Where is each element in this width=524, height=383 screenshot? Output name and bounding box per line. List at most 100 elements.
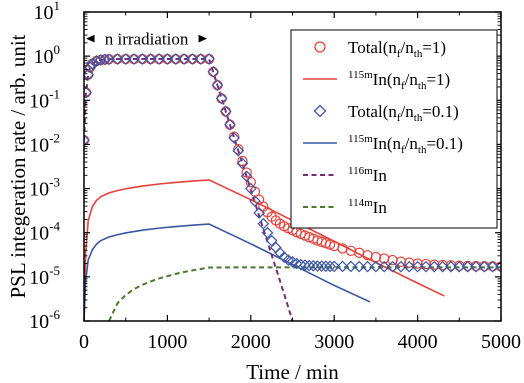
series-2-point xyxy=(84,68,95,81)
series-2-point xyxy=(320,260,332,273)
legend-part: /n xyxy=(405,70,419,89)
y-tick-exponent: -6 xyxy=(49,307,60,322)
legend-label-2: Total(nf/nth=0.1) xyxy=(348,102,459,124)
series-line-3 xyxy=(84,223,371,321)
series-2-point xyxy=(186,53,199,65)
y-tick-exponent: -5 xyxy=(49,263,60,278)
series-2-point xyxy=(84,86,92,99)
series-0-point xyxy=(241,167,252,178)
legend: Total(nf/nth=1)115mIn(nf/nth=1)Total(nf/… xyxy=(290,29,498,229)
series-2-point xyxy=(232,144,245,157)
series-2-point xyxy=(290,257,303,270)
series-0-point xyxy=(228,131,240,142)
legend-part: =1) xyxy=(422,38,446,57)
series-2-point xyxy=(324,260,336,273)
y-tick-label: 10-2 xyxy=(29,130,60,156)
y-tick-exponent: 0 xyxy=(54,42,61,57)
legend-label-5: 114mIn xyxy=(348,197,387,217)
y-tick-label: 10-6 xyxy=(29,307,60,333)
series-2-point xyxy=(224,118,236,131)
series-2-point xyxy=(336,260,349,273)
legend-part: In(n xyxy=(373,70,402,89)
x-tick-label: 1000 xyxy=(147,331,187,353)
series-2-point xyxy=(307,259,320,272)
series-2-point xyxy=(294,258,307,271)
y-tick-base: 10 xyxy=(34,46,54,68)
series-2-point xyxy=(194,53,207,65)
series-2-point xyxy=(211,79,224,92)
series-2-point xyxy=(303,259,316,272)
series-0-point xyxy=(420,258,432,270)
y-tick-exponent: -2 xyxy=(49,130,60,145)
series-2-point xyxy=(361,260,374,273)
series-2-point xyxy=(445,260,457,273)
legend-part: In xyxy=(373,198,388,217)
y-tick-base: 10 xyxy=(29,223,49,245)
series-0-point xyxy=(324,239,336,250)
series-2-point xyxy=(111,53,124,65)
legend-part: Total(n xyxy=(348,102,397,121)
legend-part: /n xyxy=(401,38,415,57)
series-2-point xyxy=(215,92,228,105)
legend-part: 114m xyxy=(348,197,373,209)
legend-part: =0.1) xyxy=(426,134,463,153)
legend-part: In(n xyxy=(373,134,402,153)
series-2-point xyxy=(403,260,416,273)
series-0-point xyxy=(412,258,423,269)
legend-label-1: 115mIn(nf/nth=1) xyxy=(348,69,450,92)
series-2-point xyxy=(353,260,366,273)
series-2-point xyxy=(478,260,491,273)
series-2-point xyxy=(249,195,261,207)
series-line-1 xyxy=(84,179,445,321)
legend-part: th xyxy=(414,48,423,60)
series-2-point xyxy=(253,207,265,219)
annotation-background xyxy=(94,28,199,49)
series-2-point xyxy=(395,260,407,273)
x-tick-label: 5000 xyxy=(481,331,521,353)
legend-part: f xyxy=(397,112,401,124)
y-tick-label: 10-5 xyxy=(29,263,60,289)
legend-part: =1) xyxy=(426,70,450,89)
legend-part: f xyxy=(401,80,405,92)
series-2-point xyxy=(203,53,215,65)
legend-part: In xyxy=(373,166,388,185)
series-2-point xyxy=(99,53,111,66)
legend-label-3: 115mIn(nf/nth=0.1) xyxy=(348,133,463,156)
series-2-point xyxy=(261,226,274,239)
series-2-point xyxy=(94,54,107,66)
series-0-point xyxy=(379,253,390,264)
series-2-point xyxy=(169,53,182,65)
series-2-point xyxy=(436,260,449,273)
series-0-point xyxy=(387,254,398,266)
legend-part: /n xyxy=(401,102,415,121)
y-axis-title: PSL integeration rate / arb. unit xyxy=(6,34,30,298)
series-2-point xyxy=(219,105,232,118)
annotation-label: n irradiation xyxy=(105,30,189,49)
series-2-point xyxy=(144,53,157,65)
legend-part: 115m xyxy=(348,69,373,81)
legend-part: /n xyxy=(405,134,419,153)
legend-part: Total(n xyxy=(348,38,397,57)
series-2-point xyxy=(257,217,270,230)
series-2-point xyxy=(453,260,466,273)
x-tick-label: 2000 xyxy=(231,331,271,353)
legend-box xyxy=(290,29,498,229)
series-2-point xyxy=(486,260,499,273)
y-tick-exponent: -1 xyxy=(49,86,60,101)
y-tick-label: 100 xyxy=(34,42,61,68)
ticks-layer: 0 1000 2000 3000 4000 500010-610-510-410-310-… xyxy=(29,0,521,353)
series-2-point xyxy=(84,134,90,146)
arrow-head-right xyxy=(197,34,208,44)
series-2-point xyxy=(386,260,399,273)
legend-symbol-diamond xyxy=(313,104,327,118)
series-2-point xyxy=(345,260,357,273)
series-2-point xyxy=(86,57,99,70)
series-layer xyxy=(84,53,501,321)
y-tick-base: 10 xyxy=(29,134,49,156)
series-2-point xyxy=(236,157,249,170)
legend-part: th xyxy=(418,144,427,156)
y-tick-base: 10 xyxy=(29,179,49,201)
legend-symbol-circle xyxy=(314,41,326,53)
series-2-point xyxy=(411,260,424,273)
